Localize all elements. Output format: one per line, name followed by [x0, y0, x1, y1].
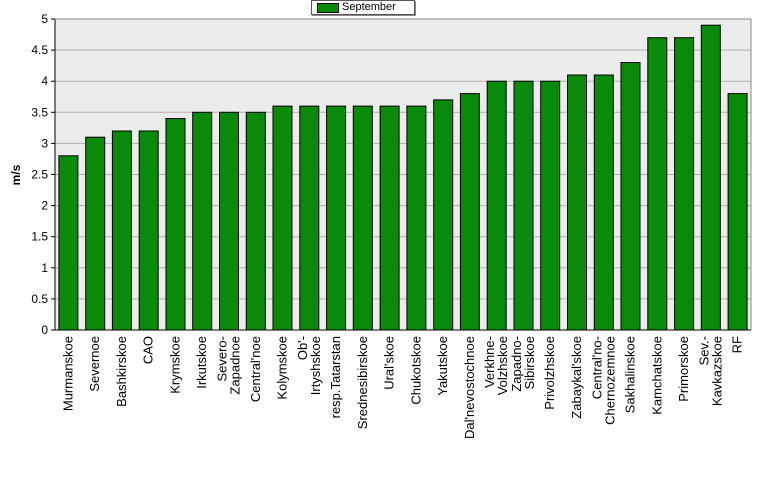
bar [433, 99, 454, 331]
bar [540, 80, 561, 331]
bar [299, 105, 320, 331]
x-tick-label: Dal'nevostochnoe [462, 336, 477, 439]
y-axis-label: m/s [9, 164, 23, 185]
x-tick-label: Kolymskoe [275, 336, 290, 400]
bar [58, 155, 79, 331]
bar [245, 111, 266, 331]
x-tick-label: Ob'- [295, 336, 310, 360]
x-tick-label: Verkhne- [482, 336, 497, 388]
x-tick-label: Srednesibirskoe [355, 336, 370, 429]
bar [352, 105, 373, 331]
bar [111, 130, 132, 331]
bar [192, 111, 213, 331]
x-tick-label: Kamchatskoe [649, 336, 664, 415]
x-tick-label: Zabaykal'skoe [569, 336, 584, 419]
x-tick-label: Krymskoe [168, 336, 183, 394]
x-tick-label: Volzhskoe [495, 336, 510, 395]
y-tick-label: 5 [41, 12, 48, 26]
bar [85, 136, 106, 331]
x-tick-label: Sibirskoe [522, 336, 537, 389]
x-tick-label: resp.Tatarstan [328, 336, 343, 418]
bar [620, 62, 641, 331]
bar [138, 130, 159, 331]
x-tick-label: Central'no- [589, 336, 604, 399]
bar [459, 93, 480, 331]
y-tick-label: 0.5 [31, 292, 48, 306]
bar [727, 93, 748, 331]
x-tick-label: Murmanskoe [60, 336, 75, 411]
bar [593, 74, 614, 331]
y-tick-label: 4.5 [31, 43, 48, 57]
x-tick-label: Yakutskoe [435, 336, 450, 396]
bar [272, 105, 293, 331]
bar [513, 80, 534, 331]
bar [674, 37, 695, 331]
x-tick-label: Zapadnoe [228, 336, 243, 395]
y-tick-label: 2.5 [31, 168, 48, 182]
x-tick-label: Bashkirskoe [114, 336, 129, 407]
x-tick-label: Chernozemnoe [602, 336, 617, 425]
bar [406, 105, 427, 331]
x-tick-label: Sev.- [696, 336, 711, 365]
y-tick-label: 4 [41, 74, 48, 88]
x-tick-label: Sakhalinskoe [623, 336, 638, 413]
y-tick-label: 2 [41, 199, 48, 213]
x-tick-label: Central'noe [248, 336, 263, 402]
x-tick-label: Zapadno- [509, 336, 524, 392]
bar [647, 37, 668, 331]
x-tick-label: Irkutskoe [194, 336, 209, 389]
bar [165, 118, 186, 331]
y-tick-label: 3.5 [31, 105, 48, 119]
y-tick-label: 1.5 [31, 230, 48, 244]
bar [219, 111, 239, 331]
bar [486, 80, 507, 331]
x-tick-label: Severo- [215, 336, 230, 382]
x-tick-label: Kavkazskoe [709, 336, 724, 406]
bar [567, 74, 587, 331]
legend-label-september: September [342, 1, 396, 13]
x-tick-label: CAO [141, 336, 156, 364]
y-tick-label: 3 [41, 136, 48, 150]
x-tick-label: Chukotskoe [408, 336, 423, 405]
x-tick-label: Irtyshskoe [308, 336, 323, 395]
bar [700, 24, 721, 331]
y-tick-label: 0 [41, 323, 48, 337]
bar [326, 105, 347, 331]
x-tick-label: Ural'skoe [382, 336, 397, 390]
y-tick-label: 1 [41, 261, 48, 275]
x-tick-label: Privolzhskoe [542, 336, 557, 410]
bar [379, 105, 400, 331]
x-tick-label: Severnoe [87, 336, 102, 392]
legend: September [311, 0, 415, 15]
x-tick-label: Primorskoe [676, 336, 691, 402]
legend-swatch [317, 3, 339, 13]
x-tick-label: RF [730, 336, 745, 353]
